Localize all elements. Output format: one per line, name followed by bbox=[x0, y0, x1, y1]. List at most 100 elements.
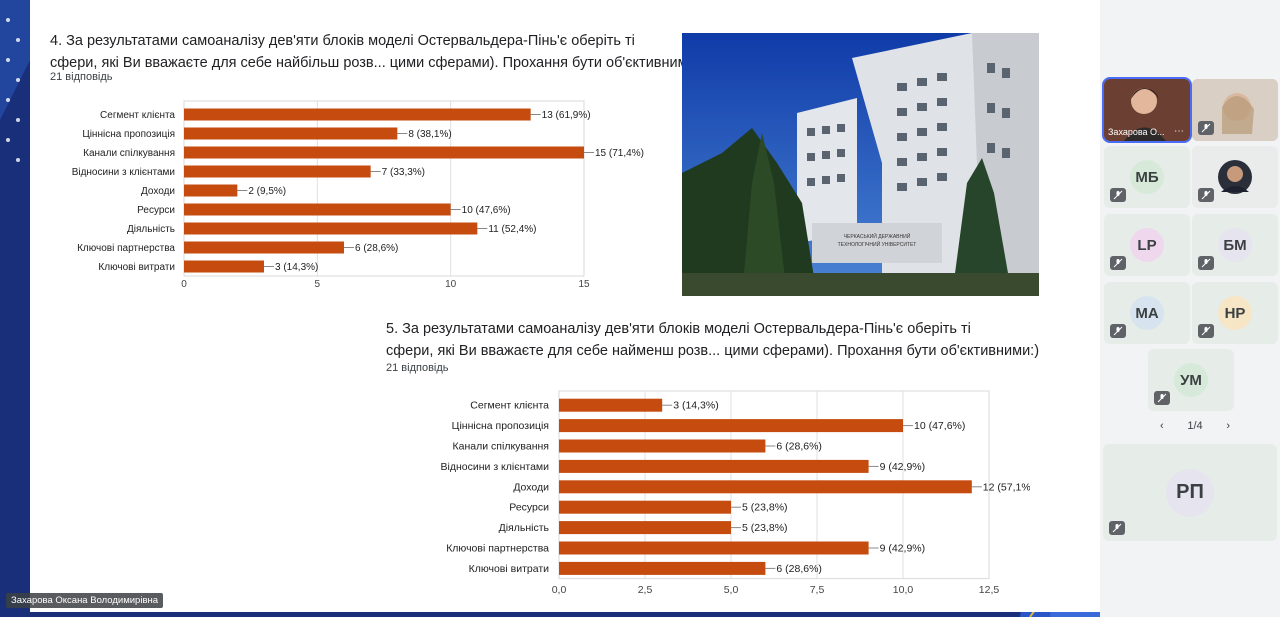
more-options-icon[interactable]: ⋯ bbox=[1174, 126, 1184, 137]
q4-response-count: 21 відповідь bbox=[50, 71, 113, 83]
data-label: 5 (23,8%) bbox=[742, 522, 788, 534]
chevron-left-icon[interactable]: ‹ bbox=[1160, 420, 1164, 432]
x-tick-label: 5,0 bbox=[724, 584, 739, 596]
category-label: Сегмент клієнта bbox=[100, 110, 175, 121]
slide-content: 4. За результатами самоаналізу дев'яти б… bbox=[30, 0, 1100, 612]
bar bbox=[559, 398, 663, 412]
data-label: 13 (61,9%) bbox=[542, 110, 591, 121]
bar bbox=[559, 541, 869, 555]
data-label: 15 (71,4%) bbox=[595, 148, 644, 159]
data-label: 8 (38,1%) bbox=[408, 129, 451, 140]
participant-tile-2[interactable] bbox=[1192, 79, 1278, 141]
category-label: Доходи bbox=[141, 186, 175, 197]
bar bbox=[559, 500, 731, 514]
bar bbox=[184, 222, 478, 235]
data-label: 3 (14,3%) bbox=[673, 400, 719, 412]
category-label: Ресурси bbox=[137, 205, 175, 216]
building-sign-line1: ЧЕРКАСЬКИЙ ДЕРЖАВНИЙ bbox=[844, 232, 911, 240]
mic-muted-icon bbox=[1198, 188, 1214, 202]
mic-muted-icon bbox=[1110, 256, 1126, 270]
avatar-mb: МБ bbox=[1130, 160, 1164, 194]
avatar-um: УМ bbox=[1174, 363, 1208, 397]
participant-video-icon bbox=[1104, 79, 1190, 141]
chevron-right-icon[interactable]: › bbox=[1226, 420, 1230, 432]
q5-title: 5. За результатами самоаналізу дев'яти б… bbox=[386, 318, 1039, 362]
category-label: Ресурси bbox=[509, 502, 549, 514]
participants-pager: ‹ 1/4 › bbox=[1160, 420, 1230, 432]
data-label: 5 (23,8%) bbox=[742, 502, 788, 514]
category-label: Діяльність bbox=[127, 224, 175, 235]
bar bbox=[559, 439, 766, 453]
participant-tile-zakharova[interactable]: Захарова О... ⋯ bbox=[1102, 77, 1192, 143]
q5-title-line1: 5. За результатами самоаналізу дев'яти б… bbox=[386, 321, 971, 337]
avatar-ma: МА bbox=[1130, 296, 1164, 330]
category-label: Діяльність bbox=[499, 522, 550, 534]
participant-tile-um[interactable]: УМ bbox=[1148, 349, 1234, 411]
category-label: Ключові витрати bbox=[469, 563, 550, 575]
q4-bar-chart: 0 5 10 15 Сегмент клієнта 13 (61,9%) Ціннісна … bbox=[72, 100, 644, 290]
mic-muted-icon bbox=[1110, 324, 1126, 338]
participant-tile-lp[interactable]: LP bbox=[1104, 214, 1190, 276]
x-tick-label: 10 bbox=[445, 279, 457, 290]
bar bbox=[184, 108, 531, 121]
data-label: 3 (14,3%) bbox=[275, 262, 318, 273]
q4-title: 4. За результатами самоаналізу дев'яти б… bbox=[50, 30, 705, 74]
bar bbox=[184, 127, 398, 140]
data-label: 9 (42,9%) bbox=[880, 543, 926, 555]
category-label: Відносини з клієнтами bbox=[441, 461, 550, 473]
category-label: Ключові витрати bbox=[98, 262, 175, 273]
building-sign-line2: ТЕХНОЛОГІЧНИЙ УНІВЕРСИТЕТ bbox=[838, 240, 917, 248]
data-label: 9 (42,9%) bbox=[880, 461, 926, 473]
mic-muted-icon bbox=[1154, 391, 1170, 405]
participant-tile-mb[interactable]: МБ bbox=[1104, 146, 1190, 208]
bar bbox=[184, 146, 584, 159]
mic-muted-icon bbox=[1198, 121, 1214, 135]
participant-tile-nr[interactable]: НР bbox=[1192, 282, 1278, 344]
q4-title-line1: 4. За результатами самоаналізу дев'яти б… bbox=[50, 33, 635, 49]
bar bbox=[559, 419, 903, 433]
mic-muted-icon bbox=[1109, 521, 1125, 535]
mic-muted-icon bbox=[1198, 256, 1214, 270]
category-label: Доходи bbox=[513, 481, 549, 493]
category-label: Ключові партнерства bbox=[77, 243, 175, 254]
participant-tile-4[interactable] bbox=[1192, 146, 1278, 208]
q5-title-line2: сфери, які Ви вважаєте для себе найменш … bbox=[386, 343, 1040, 359]
category-label: Ціннісна пропозиція bbox=[452, 420, 549, 432]
data-label: 2 (9,5%) bbox=[248, 186, 286, 197]
x-tick-label: 12,5 bbox=[979, 584, 1000, 596]
x-tick-label: 0 bbox=[181, 279, 187, 290]
bar bbox=[184, 165, 371, 178]
category-label: Ключові партнерства bbox=[446, 543, 549, 555]
presentation-stage: 4. За результатами самоаналізу дев'яти б… bbox=[0, 0, 1100, 617]
bar bbox=[184, 260, 264, 273]
participant-name: Захарова О... bbox=[1108, 127, 1165, 137]
participants-panel: Захарова О... ⋯ МБ LP БМ МА НР bbox=[1100, 0, 1280, 617]
data-label: 10 (47,6%) bbox=[914, 420, 965, 432]
category-label: Сегмент клієнта bbox=[470, 400, 549, 412]
bar bbox=[184, 241, 344, 254]
participant-tile-rp[interactable]: РП bbox=[1103, 444, 1277, 541]
x-tick-label: 7,5 bbox=[810, 584, 825, 596]
participant-tile-ma[interactable]: МА bbox=[1104, 282, 1190, 344]
x-tick-label: 15 bbox=[578, 279, 590, 290]
q4-title-line2: сфери, які Ви вважаєте для себе найбільш… bbox=[50, 55, 705, 71]
category-label: Канали спілкування bbox=[83, 148, 175, 159]
participant-tile-bm[interactable]: БМ bbox=[1192, 214, 1278, 276]
data-label: 12 (57,1%) bbox=[983, 481, 1030, 493]
avatar-nr: НР bbox=[1218, 296, 1252, 330]
data-label: 6 (28,6%) bbox=[776, 441, 822, 453]
avatar-lp: LP bbox=[1130, 228, 1164, 262]
avatar-bm: БМ bbox=[1218, 228, 1252, 262]
bar bbox=[184, 203, 451, 216]
category-label: Відносини з клієнтами bbox=[72, 167, 175, 178]
x-tick-label: 0,0 bbox=[552, 584, 567, 596]
avatar-rp: РП bbox=[1166, 468, 1214, 517]
data-label: 11 (52,4%) bbox=[488, 224, 536, 235]
mic-muted-icon bbox=[1110, 188, 1126, 202]
data-label: 7 (33,3%) bbox=[382, 167, 425, 178]
q5-response-count: 21 відповідь bbox=[386, 362, 449, 374]
bar bbox=[559, 459, 869, 473]
x-tick-label: 2,5 bbox=[638, 584, 653, 596]
category-label: Ціннісна пропозиція bbox=[82, 129, 175, 140]
data-label: 6 (28,6%) bbox=[776, 563, 822, 575]
